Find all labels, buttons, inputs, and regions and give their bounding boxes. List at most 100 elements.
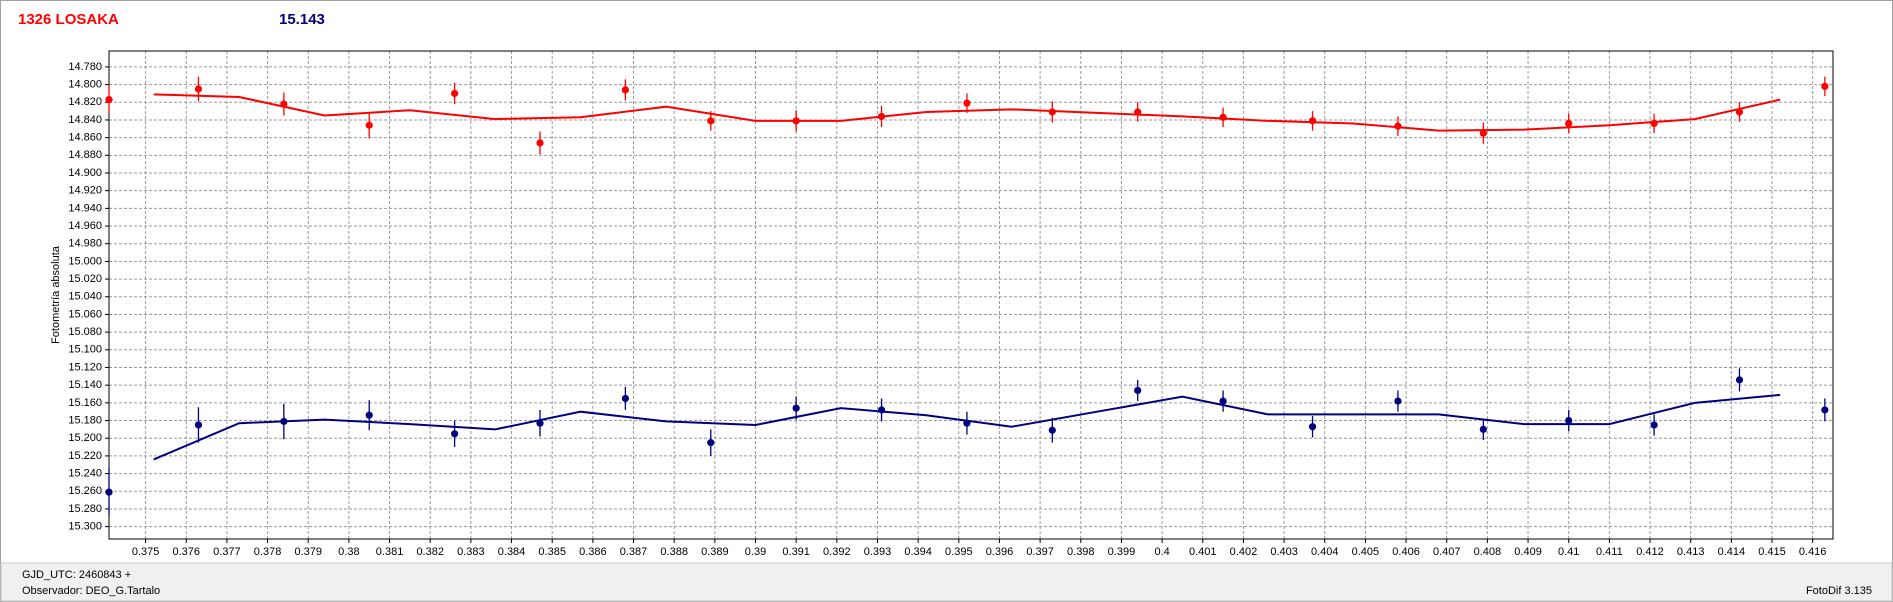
y-tick-label: 15.000	[68, 255, 102, 267]
x-tick-label: 0.396	[986, 546, 1014, 558]
x-tick-label: 0.399	[1108, 546, 1136, 558]
y-tick-label: 15.180	[68, 414, 102, 426]
data-point	[280, 100, 288, 108]
data-point	[1219, 397, 1227, 405]
x-tick-label: 0.378	[254, 546, 282, 558]
x-tick-label: 0.4	[1154, 546, 1169, 558]
data-point	[792, 404, 800, 412]
data-point	[877, 406, 886, 414]
x-tick-label: 0.408	[1474, 546, 1502, 558]
fit-line	[153, 93, 1781, 132]
y-tick-label: 14.860	[68, 132, 102, 144]
data-point	[707, 117, 715, 125]
data-point	[451, 430, 459, 438]
data-point	[1394, 397, 1402, 405]
y-tick-label: 14.980	[68, 238, 102, 250]
y-tick-label: 15.140	[68, 379, 102, 391]
y-tick-label: 14.960	[68, 220, 102, 232]
y-tick-label: 15.040	[68, 291, 102, 303]
x-tick-label: 0.382	[416, 546, 444, 558]
x-tick-label: 0.393	[864, 546, 892, 558]
data-point	[963, 99, 971, 107]
y-tick-label: 15.280	[68, 503, 102, 515]
y-tick-label: 14.940	[68, 202, 102, 214]
x-tick-label: 0.401	[1189, 546, 1217, 558]
data-point	[1219, 113, 1227, 121]
x-tick-label: 0.405	[1352, 546, 1380, 558]
data-point	[536, 139, 544, 147]
y-tick-label: 15.160	[68, 397, 102, 409]
data-point	[1735, 376, 1744, 384]
x-tick-label: 0.391	[782, 546, 810, 558]
status-panel	[0, 562, 1893, 602]
legend-label: 15.143	[279, 11, 325, 28]
data-point	[194, 85, 203, 93]
x-tick-label: 0.392	[823, 546, 851, 558]
y-tick-label: 14.800	[68, 79, 102, 91]
x-tick-label: 0.412	[1636, 546, 1664, 558]
data-point	[194, 421, 203, 429]
x-tick-label: 0.384	[498, 546, 526, 558]
data-point	[1650, 119, 1658, 128]
y-tick-label: 14.780	[68, 61, 102, 73]
data-point	[1479, 425, 1487, 433]
data-point	[1308, 117, 1317, 125]
x-tick-label: 0.407	[1433, 546, 1461, 558]
x-tick-label: 0.404	[1311, 546, 1339, 558]
y-tick-label: 15.060	[68, 308, 102, 320]
data-point	[1134, 386, 1142, 395]
x-tick-label: 0.415	[1758, 546, 1786, 558]
y-tick-label: 15.220	[68, 450, 102, 462]
data-point	[707, 439, 715, 447]
data-point	[365, 121, 373, 129]
data-point	[1565, 416, 1573, 425]
plot-area	[109, 51, 1833, 539]
x-tick-label: 0.387	[620, 546, 648, 558]
y-tick-label: 15.100	[68, 344, 102, 356]
y-tick-label: 15.300	[68, 521, 102, 533]
x-tick-label: 0.413	[1677, 546, 1705, 558]
data-point	[792, 117, 800, 125]
data-point	[1565, 119, 1573, 128]
x-tick-label: 0.386	[579, 546, 607, 558]
footer-text: FotoDif 3.135	[1806, 585, 1872, 597]
data-point	[1048, 108, 1056, 116]
x-tick-label: 0.41	[1558, 546, 1579, 558]
y-tick-label: 15.260	[68, 485, 102, 497]
x-tick-label: 0.411	[1596, 546, 1623, 558]
data-point	[105, 96, 113, 104]
y-axis-label: Fotometría absoluta	[50, 245, 62, 344]
y-tick-label: 14.820	[68, 96, 102, 108]
data-point	[1735, 108, 1744, 116]
x-tick-label: 0.397	[1026, 546, 1054, 558]
y-tick-label: 15.240	[68, 467, 102, 479]
y-tick-label: 15.200	[68, 432, 102, 444]
x-tick-label: 0.381	[376, 546, 404, 558]
x-tick-label: 0.383	[457, 546, 485, 558]
x-tick-label: 0.385	[538, 546, 566, 558]
data-point	[1308, 423, 1317, 431]
data-point	[1048, 426, 1056, 434]
x-tick-label: 0.409	[1514, 546, 1542, 558]
footer-text: Observador: DEO_G.Tartalo	[22, 585, 160, 597]
footer-text: GJD_UTC: 2460843 +	[22, 569, 131, 581]
x-tick-label: 0.389	[701, 546, 729, 558]
data-point	[1821, 82, 1829, 90]
x-tick-label: 0.398	[1067, 546, 1095, 558]
y-tick-label: 15.080	[68, 326, 102, 338]
y-tick-label: 14.920	[68, 185, 102, 197]
data-point	[105, 488, 113, 496]
x-tick-label: 0.402	[1230, 546, 1258, 558]
data-point	[451, 89, 459, 98]
y-tick-label: 14.840	[68, 114, 102, 126]
data-point	[877, 112, 886, 121]
y-tick-label: 15.120	[68, 361, 102, 373]
legend-label: 1326 LOSAKA	[18, 11, 119, 28]
data-point	[1479, 129, 1487, 137]
data-point	[365, 411, 373, 419]
x-tick-label: 0.379	[294, 546, 322, 558]
data-point	[1650, 421, 1658, 429]
data-point	[1394, 122, 1402, 130]
x-tick-label: 0.388	[660, 546, 688, 558]
